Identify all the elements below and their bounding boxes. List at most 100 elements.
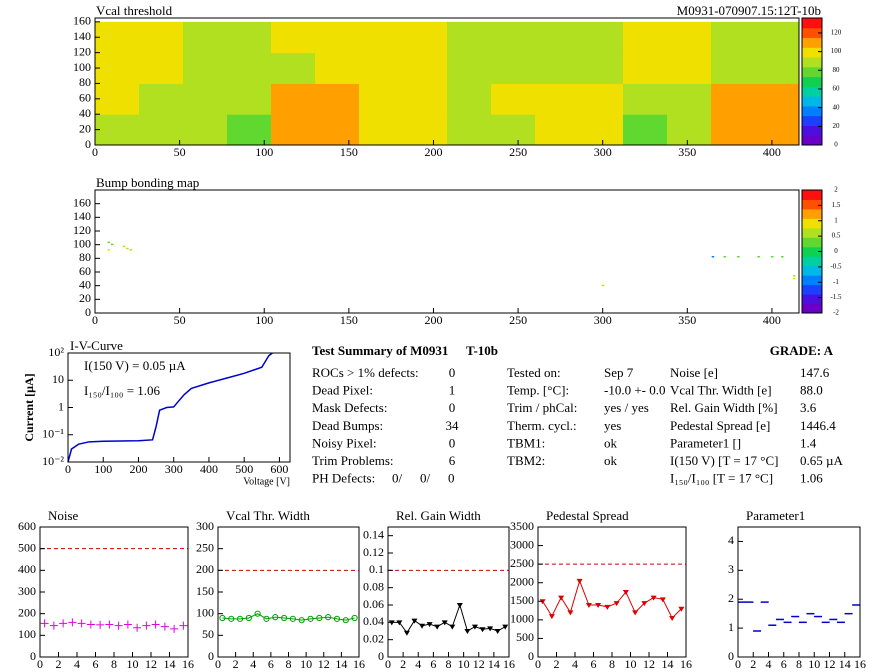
heat-cell — [95, 21, 140, 54]
chart-title: Vcal threshold — [96, 3, 173, 18]
summary-label: PH Defects: — [312, 471, 375, 486]
x-tick-label: 150 — [340, 145, 358, 159]
x-tick-label: 0 — [65, 462, 71, 476]
y-tick-label: 120 — [73, 223, 91, 237]
y-tick-label: 0 — [728, 649, 734, 663]
colorbar-label: 40 — [833, 103, 841, 111]
y-tick-label: 100 — [196, 605, 214, 619]
bump-point — [737, 255, 740, 258]
colorbar-label: 1.5 — [832, 201, 841, 209]
heat-cell — [623, 83, 668, 115]
x-tick-label: 4 — [250, 657, 256, 671]
colorbar-step — [802, 303, 822, 314]
chart-title: Rel. Gain Width — [396, 508, 481, 523]
point — [236, 615, 244, 622]
chart-title: I-V-Curve — [70, 338, 123, 353]
x-tick-label: 6 — [591, 657, 597, 671]
y-tick-label: 2500 — [510, 556, 534, 570]
x-tick-label: 100 — [255, 145, 273, 159]
point — [641, 601, 648, 607]
summary-label: I(150 V) [T = 17 °C] — [670, 453, 778, 468]
summary-value: 88.0 — [800, 383, 823, 398]
x-tick-label: 250 — [509, 145, 527, 159]
point — [613, 601, 620, 607]
point — [659, 597, 666, 603]
heat-cell — [755, 83, 800, 115]
heat-cell — [271, 52, 316, 84]
x-tick-label: 100 — [255, 313, 273, 327]
heat-cell — [491, 114, 536, 146]
point — [464, 629, 471, 634]
point — [479, 627, 486, 633]
point — [595, 603, 602, 608]
x-tick-label: 14 — [662, 657, 674, 671]
point — [316, 614, 323, 622]
colorbar-label: 100 — [831, 47, 842, 55]
y-tick-label: 100 — [18, 627, 36, 641]
colorbar-step — [802, 190, 822, 200]
point — [307, 615, 314, 622]
point — [558, 595, 565, 601]
x-tick-label: 0 — [385, 657, 391, 671]
heat-cell — [447, 21, 492, 54]
x-tick-label: 200 — [424, 313, 442, 327]
heat-cell — [403, 52, 448, 84]
y-tick-label: 0 — [378, 649, 384, 663]
y-tick-label: 3 — [728, 562, 734, 576]
x-tick-label: 16 — [854, 657, 866, 671]
heat-cell — [579, 114, 624, 146]
x-tick-label: 250 — [509, 313, 527, 327]
y-tick-label: 50 — [202, 627, 214, 641]
point — [650, 595, 657, 601]
x-tick-label: 300 — [594, 313, 612, 327]
heat-cell — [535, 21, 580, 54]
heat-cell — [711, 114, 756, 146]
summary-label: Mask Defects: — [312, 400, 387, 415]
chart-title: Parameter1 — [746, 508, 805, 523]
data-line — [67, 352, 273, 463]
summary-value: 34 — [446, 418, 460, 433]
y-tick-label: 200 — [196, 562, 214, 576]
x-tick-label: 10 — [625, 657, 637, 671]
summary-label: Rel. Gain Width [%] — [670, 400, 778, 415]
colorbar-step — [802, 284, 822, 295]
bump-point — [107, 241, 111, 244]
y-tick-label: 500 — [516, 630, 534, 644]
x-tick-label: 350 — [678, 313, 696, 327]
y-tick-label: 0.02 — [363, 631, 384, 645]
point — [263, 615, 270, 622]
x-tick-label: 400 — [200, 462, 218, 476]
point — [471, 624, 478, 630]
heat-cell — [667, 114, 712, 146]
heat-cell — [623, 114, 668, 146]
heat-cell — [447, 83, 492, 115]
x-tick-label: 0 — [92, 313, 98, 327]
point — [502, 624, 509, 630]
heat-cell — [535, 83, 580, 115]
plot-frame — [537, 526, 687, 658]
x-tick-label: 10 — [300, 657, 312, 671]
summary-label: Pedestal Spread [e] — [670, 418, 770, 433]
chart-title: Vcal Thr. Width — [226, 508, 310, 523]
x-tick-label: 8 — [796, 657, 802, 671]
heat-cell — [447, 114, 492, 146]
summary-label: Therm. cycl.: — [507, 418, 577, 433]
summary-value: ok — [604, 453, 618, 468]
x-tick-label: 50 — [174, 313, 186, 327]
heat-cell — [711, 21, 756, 54]
summary-value: 6 — [449, 453, 456, 468]
colorbar-step — [802, 76, 822, 87]
x-tick-label: 2 — [400, 657, 406, 671]
y-tick-label: 1000 — [510, 612, 534, 626]
plot-frame — [94, 189, 800, 314]
x-tick-label: 200 — [424, 145, 442, 159]
point — [426, 622, 433, 628]
x-tick-label: 4 — [74, 657, 80, 671]
y-tick-label: 40 — [79, 106, 91, 120]
summary-label: Trim / phCal: — [507, 400, 577, 415]
summary-value: 3.6 — [800, 400, 817, 415]
colorbar-step — [802, 227, 822, 238]
point — [632, 610, 639, 616]
x-tick-label: 0 — [735, 657, 741, 671]
